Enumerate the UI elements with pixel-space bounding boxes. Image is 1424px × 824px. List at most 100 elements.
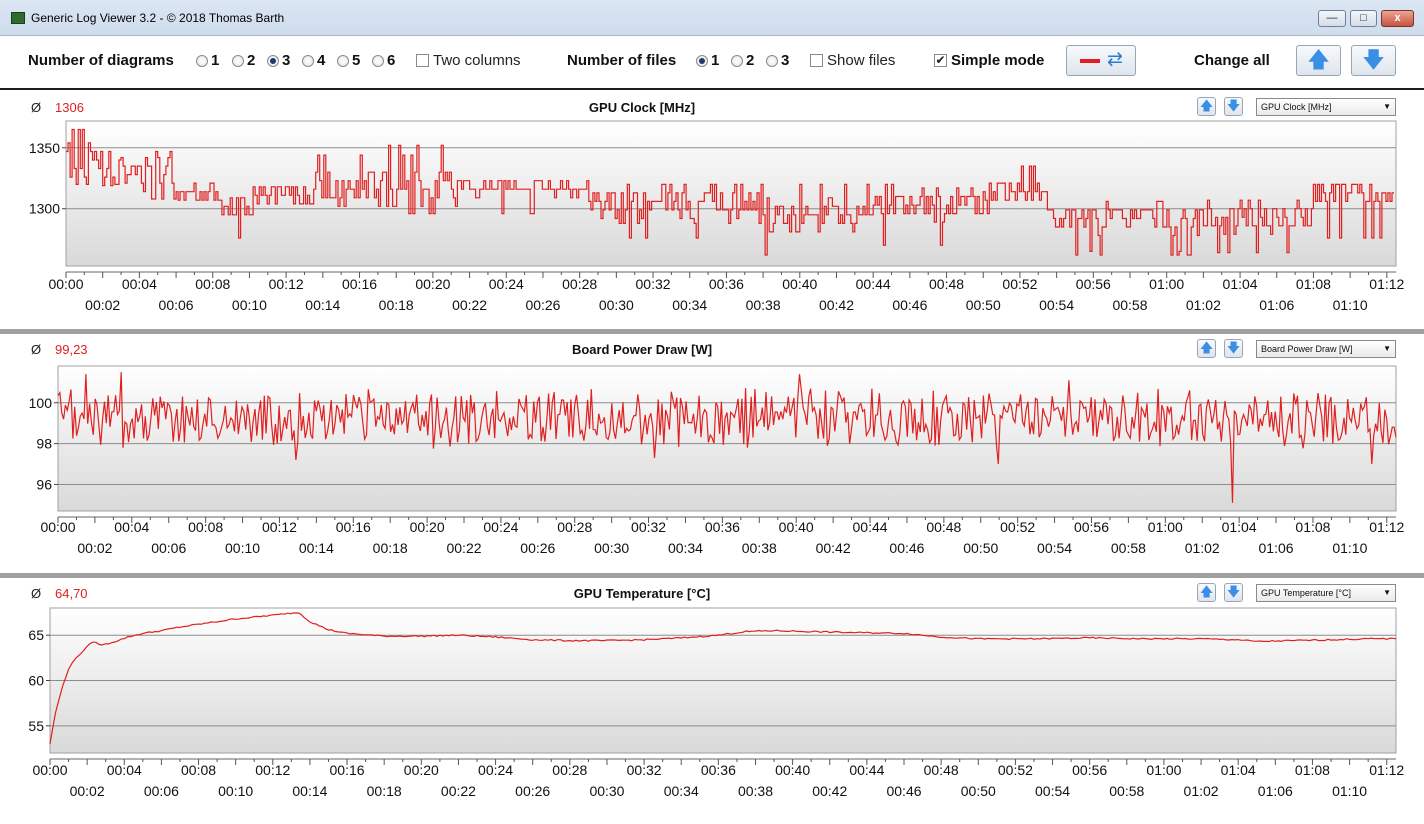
x-tick-label: 00:50	[963, 540, 998, 556]
y-tick-label: 100	[29, 395, 53, 411]
two-columns-checkbox[interactable]	[416, 54, 429, 67]
x-tick-label: 01:12	[1369, 762, 1404, 778]
diagram-title: GPU Clock [MHz]	[588, 100, 696, 115]
x-tick-label: 00:26	[520, 540, 555, 556]
diagrams-radio-4[interactable]	[302, 55, 314, 67]
plot-area	[65, 120, 1397, 267]
x-tick-label: 00:36	[705, 519, 740, 535]
diagrams-radio-1[interactable]	[196, 55, 208, 67]
arrow-up-icon: 🡅	[1307, 47, 1330, 72]
x-tick-label: 00:56	[1072, 762, 1107, 778]
close-button[interactable]: x	[1381, 10, 1414, 27]
x-tick-label: 00:36	[709, 276, 744, 292]
show-files-checkbox[interactable]	[810, 54, 823, 67]
x-tick-label: 00:06	[151, 540, 186, 556]
sensor-select[interactable]: Board Power Draw [W] ▼	[1256, 340, 1396, 358]
chevron-down-icon: ▼	[1383, 344, 1391, 353]
x-tick-label: 00:58	[1109, 783, 1144, 799]
x-tick-label: 00:42	[816, 540, 851, 556]
x-tick-label: 00:02	[77, 540, 112, 556]
x-tick-label: 00:58	[1112, 297, 1147, 313]
simple-mode-checkbox[interactable]: ✔	[934, 53, 947, 67]
x-tick-label: 00:54	[1035, 783, 1070, 799]
x-tick-label: 00:32	[631, 519, 666, 535]
x-tick-label: 01:00	[1149, 276, 1184, 292]
diagrams-radio-2[interactable]	[232, 55, 244, 67]
minimize-button[interactable]: —	[1318, 10, 1346, 27]
two-columns-label: Two columns	[433, 52, 521, 69]
x-tick-label: 00:42	[819, 297, 854, 313]
toolbar: Number of diagrams 1 2 3 4 5 6 Two colum…	[0, 36, 1424, 90]
x-tick-label: 00:44	[853, 519, 888, 535]
average-value: 1306	[55, 100, 84, 115]
x-tick-label: 00:58	[1111, 540, 1146, 556]
x-tick-label: 00:18	[379, 297, 414, 313]
x-tick-label: 01:12	[1369, 519, 1404, 535]
series-line	[57, 372, 1397, 503]
sensor-select-value: GPU Clock [MHz]	[1261, 102, 1332, 112]
files-radio-2-label: 2	[746, 52, 755, 69]
x-tick-label: 00:24	[483, 519, 518, 535]
panel-divider	[0, 329, 1424, 334]
plot-area	[57, 365, 1397, 512]
diagram-down-button[interactable]: 🡇	[1224, 339, 1243, 358]
x-tick-label: 00:48	[929, 276, 964, 292]
maximize-button[interactable]: □	[1350, 10, 1377, 27]
x-tick-label: 00:20	[410, 519, 445, 535]
diagram-up-button[interactable]: 🡅	[1197, 583, 1216, 602]
diagram-down-button[interactable]: 🡇	[1224, 97, 1243, 116]
x-tick-label: 01:08	[1295, 762, 1330, 778]
x-tick-label: 00:26	[515, 783, 550, 799]
chevron-down-icon: ▼	[1383, 102, 1391, 111]
color-swap-button[interactable]: ⇄	[1066, 45, 1136, 76]
panel-divider	[0, 573, 1424, 578]
diagrams-radio-6-label: 6	[387, 52, 396, 69]
x-tick-label: 00:26	[525, 297, 560, 313]
x-tick-label: 00:38	[742, 540, 777, 556]
x-tick-label: 01:04	[1222, 519, 1257, 535]
x-tick-label: 01:06	[1259, 540, 1294, 556]
x-tick-label: 00:30	[594, 540, 629, 556]
diagrams-radio-3[interactable]	[267, 55, 279, 67]
x-tick-label: 01:10	[1333, 297, 1368, 313]
diagram-up-button[interactable]: 🡅	[1197, 97, 1216, 116]
x-tick-label: 01:06	[1259, 297, 1294, 313]
x-tick-label: 00:10	[225, 540, 260, 556]
x-tick-label: 00:44	[849, 762, 884, 778]
sensor-select[interactable]: GPU Temperature [°C] ▼	[1256, 584, 1396, 602]
diagrams-radio-5[interactable]	[337, 55, 349, 67]
x-tick-label: 01:08	[1295, 519, 1330, 535]
title-bar: Generic Log Viewer 3.2 - © 2018 Thomas B…	[0, 0, 1424, 36]
swap-icon: ⇄	[1107, 49, 1123, 70]
diagrams-radio-6[interactable]	[372, 55, 384, 67]
y-tick-label: 98	[36, 436, 52, 452]
change-all-down-button[interactable]: 🡇	[1351, 45, 1396, 76]
x-tick-label: 00:22	[452, 297, 487, 313]
x-tick-label: 00:20	[415, 276, 450, 292]
y-tick-label: 65	[28, 627, 44, 643]
x-tick-label: 00:32	[627, 762, 662, 778]
x-tick-label: 00:46	[892, 297, 927, 313]
files-radio-1[interactable]	[696, 55, 708, 67]
x-tick-label: 00:14	[299, 540, 334, 556]
x-tick-label: 00:00	[32, 762, 67, 778]
change-all-up-button[interactable]: 🡅	[1296, 45, 1341, 76]
x-tick-label: 00:16	[336, 519, 371, 535]
sensor-select[interactable]: GPU Clock [MHz] ▼	[1256, 98, 1396, 116]
x-tick-label: 00:06	[159, 297, 194, 313]
x-tick-label: 00:12	[255, 762, 290, 778]
x-tick-label: 01:02	[1184, 783, 1219, 799]
diagrams-radio-2-label: 2	[247, 52, 256, 69]
x-tick-label: 00:44	[856, 276, 891, 292]
x-tick-label: 00:52	[1002, 276, 1037, 292]
files-radio-3[interactable]	[766, 55, 778, 67]
x-tick-label: 00:24	[489, 276, 524, 292]
average-symbol: Ø	[31, 342, 42, 357]
x-tick-label: 00:10	[218, 783, 253, 799]
y-tick-label: 96	[36, 476, 52, 492]
files-radio-2[interactable]	[731, 55, 743, 67]
number-of-diagrams-label: Number of diagrams	[28, 52, 174, 69]
x-tick-label: 00:12	[269, 276, 304, 292]
diagram-up-button[interactable]: 🡅	[1197, 339, 1216, 358]
diagram-down-button[interactable]: 🡇	[1224, 583, 1243, 602]
